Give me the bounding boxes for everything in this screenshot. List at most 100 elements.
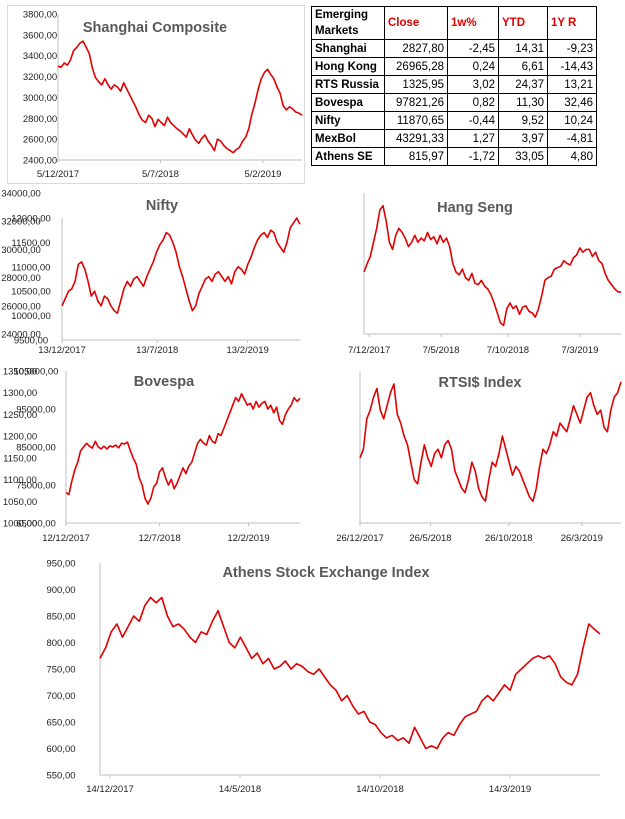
athens-y-tick-label: 550,00	[46, 771, 75, 782]
athens-series-line	[99, 596, 601, 750]
shanghai-series-line	[57, 40, 303, 154]
athens-y-tick-label: 800,00	[46, 638, 75, 649]
hangseng-series-line	[363, 204, 622, 327]
row-close: 11870,65	[384, 111, 448, 130]
athens-x-tick-label: 14/5/2018	[219, 784, 261, 795]
rtsi-y-tick-label: 1300,00	[3, 388, 37, 399]
header-1y: 1Y R	[547, 6, 597, 40]
bovespa-y-tick-label: 95000,00	[16, 405, 56, 416]
bovespa-chart: Bovespa 65000,00 75000,00 85000,00 95000,00 1…	[14, 367, 301, 544]
hangseng-x-tick-label: 7/10/2018	[487, 345, 529, 356]
rtsi-y-tick-label: 1250,00	[3, 410, 37, 421]
row-1y: 32,46	[547, 93, 597, 112]
row-1w: -0,44	[447, 111, 499, 130]
nifty-y-tick-label: 9500,00	[14, 336, 48, 347]
row-1y: -9,23	[547, 39, 597, 58]
shanghai-chart: Shanghai Composite 2400,00 2600,00 2800,00 3…	[23, 10, 303, 180]
bovespa-x-tick-label: 12/2/2019	[227, 533, 269, 544]
nifty-y-tick-label: 10500,00	[11, 287, 51, 298]
bovespa-x-tick-label: 12/7/2018	[138, 533, 180, 544]
nifty-y-tick-label: 10000,00	[11, 311, 51, 322]
hangseng-chart-title: Hang Seng	[437, 200, 513, 216]
rtsi-chart-title: RTSI$ Index	[439, 375, 522, 391]
row-close: 1325,95	[384, 75, 448, 94]
athens-y-tick-label: 900,00	[46, 585, 75, 596]
rtsi-x-tick-label: 26/3/2019	[561, 533, 603, 544]
hangseng-x-tick-label: 7/12/2017	[348, 345, 390, 356]
nifty-chart-title: Nifty	[146, 198, 178, 214]
table-title: Emerging Markets	[311, 6, 385, 40]
athens-y-tick-label: 850,00	[46, 612, 75, 623]
nifty-x-tick-label: 13/12/2017	[38, 345, 86, 356]
nifty-x-tick-label: 13/2/2019	[227, 345, 269, 356]
hangseng-y-tick-label: 34000,00	[1, 189, 41, 200]
row-close: 97821,26	[384, 93, 448, 112]
row-ytd: 9,52	[498, 111, 548, 130]
shanghai-y-tick-label: 2600,00	[23, 135, 57, 146]
row-1w: 0,82	[447, 93, 499, 112]
table-row: MexBol 43291,33 1,27 3,97 -4,81	[311, 129, 597, 148]
hangseng-x-tick-label: 7/5/2018	[423, 345, 460, 356]
row-1y: 4,80	[547, 147, 597, 166]
athens-x-tick-label: 14/10/2018	[356, 784, 404, 795]
shanghai-chart-frame	[7, 5, 305, 184]
bovespa-y-tick-label: 75000,00	[16, 481, 56, 492]
table-row: Bovespa 97821,26 0,82 11,30 32,46	[311, 93, 597, 112]
row-1y: -14,43	[547, 57, 597, 76]
row-name: Shanghai	[311, 39, 385, 58]
table-row: Shanghai 2827,80 -2,45 14,31 -9,23	[311, 39, 597, 58]
row-1y: -4,81	[547, 129, 597, 148]
bovespa-y-tick-label: 65000,00	[16, 519, 56, 530]
hangseng-y-tick-label: 32000,00	[1, 217, 41, 228]
row-1w: -1,72	[447, 147, 499, 166]
rtsi-y-tick-label: 1200,00	[3, 432, 37, 443]
nifty-y-tick-label: 12000,00	[11, 214, 51, 225]
hangseng-y-tick-label: 24000,00	[1, 330, 41, 341]
hangseng-chart: Hang Seng 24000,00 26000,00 28000,00 30000,0…	[1, 189, 622, 356]
rtsi-y-tick-label: 1350,00	[3, 367, 37, 378]
row-name: Nifty	[311, 111, 385, 130]
row-1w: -2,45	[447, 39, 499, 58]
row-name: MexBol	[311, 129, 385, 148]
bovespa-chart-title: Bovespa	[134, 374, 195, 390]
row-name: Hong Kong	[311, 57, 385, 76]
shanghai-y-tick-label: 3600,00	[23, 30, 57, 41]
nifty-y-tick-label: 11000,00	[12, 262, 51, 273]
shanghai-x-tick-label: 5/2/2019	[244, 169, 281, 180]
row-name: Athens SE	[311, 147, 385, 166]
nifty-chart: Nifty 9500,00 10000,00 10500,00 11000,00 1150…	[11, 198, 301, 356]
nifty-series-line	[61, 217, 301, 315]
row-close: 815,97	[384, 147, 448, 166]
header-1w: 1w%	[447, 6, 499, 40]
table-row: Athens SE 815,97 -1,72 33,05 4,80	[311, 147, 597, 166]
row-close: 26965,28	[384, 57, 448, 76]
shanghai-y-tick-label: 2800,00	[23, 114, 57, 125]
rtsi-y-tick-label: 1150,00	[3, 453, 37, 464]
athens-chart-title: Athens Stock Exchange Index	[222, 565, 429, 581]
athens-x-tick-label: 14/3/2019	[489, 784, 531, 795]
shanghai-y-tick-label: 3800,00	[23, 10, 57, 21]
rtsi-x-tick-label: 26/12/2017	[336, 533, 384, 544]
row-ytd: 6,61	[498, 57, 548, 76]
shanghai-chart-title: Shanghai Composite	[83, 20, 227, 36]
row-ytd: 33,05	[498, 147, 548, 166]
bovespa-x-tick-label: 12/12/2017	[42, 533, 90, 544]
row-1w: 0,24	[447, 57, 499, 76]
rtsi-series-line	[359, 381, 622, 503]
rtsi-chart: RTSI$ Index 1000,00 1050,00 1100,00 1150,00 1…	[3, 367, 622, 544]
row-close: 2827,80	[384, 39, 448, 58]
table-row: Nifty 11870,65 -0,44 9,52 10,24	[311, 111, 597, 130]
shanghai-y-tick-label: 3200,00	[23, 72, 57, 83]
row-name: RTS Russia	[311, 75, 385, 94]
emerging-markets-table: Emerging Markets Close 1w% YTD 1Y R Shan…	[311, 6, 597, 166]
shanghai-x-tick-label: 5/12/2017	[37, 169, 79, 180]
header-close: Close	[384, 6, 448, 40]
bovespa-series-line	[65, 392, 301, 505]
row-name: Bovespa	[311, 93, 385, 112]
hangseng-y-tick-label: 30000,00	[1, 245, 41, 256]
athens-y-tick-label: 650,00	[46, 718, 75, 729]
rtsi-y-tick-label: 1100,00	[3, 475, 37, 486]
bovespa-y-tick-label: 105000,00	[14, 367, 59, 378]
row-ytd: 14,31	[498, 39, 548, 58]
athens-chart: Athens Stock Exchange Index 550,00 600,00 6…	[46, 559, 601, 795]
